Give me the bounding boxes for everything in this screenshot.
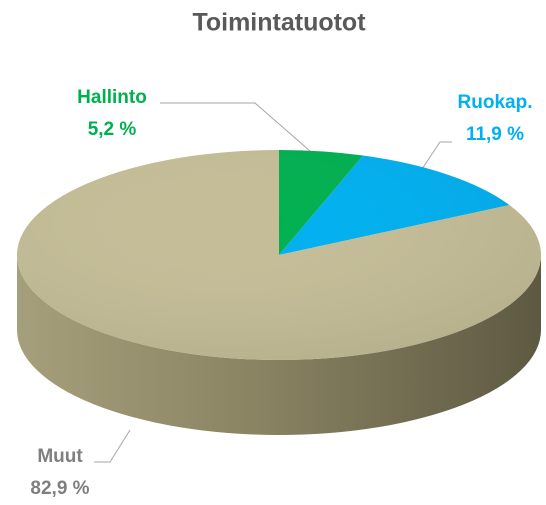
data-label-name: Muut: [37, 446, 83, 467]
leader-line: [419, 141, 452, 173]
chart-title: Toimintatuotot: [192, 9, 366, 37]
data-label-name: Ruokap.: [458, 92, 533, 113]
data-label-value: 11,9 %: [466, 124, 524, 145]
data-label-name: Hallinto: [77, 87, 147, 108]
data-label-value: 82,9 %: [30, 478, 89, 499]
leader-line: [160, 102, 319, 159]
leader-line: [94, 429, 131, 463]
pie-side: [17, 255, 541, 435]
data-label-value: 5,2 %: [88, 119, 137, 140]
pie-shade: [17, 150, 541, 360]
